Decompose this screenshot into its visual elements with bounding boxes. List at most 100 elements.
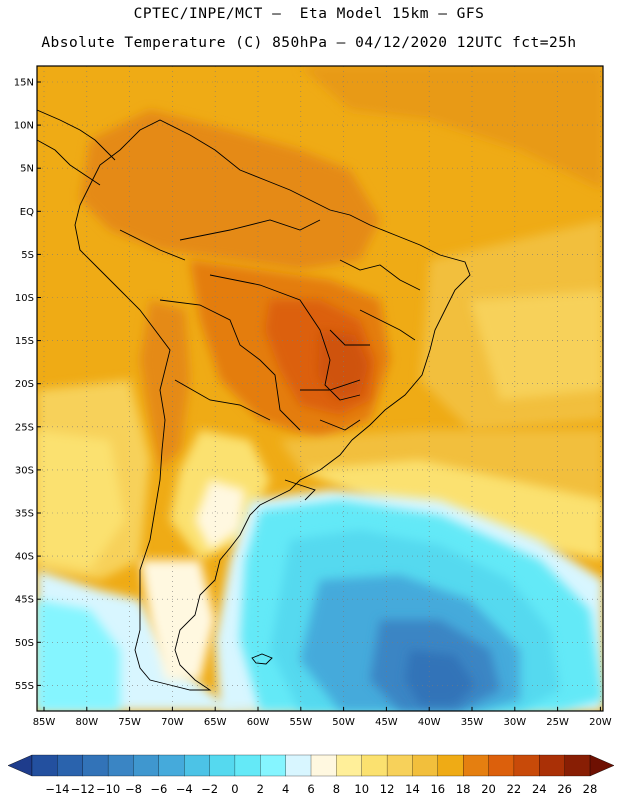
lat-label: 10N [14,121,34,132]
lat-label: EQ [20,207,34,218]
colorbar-box [488,754,515,777]
lon-label: 60W [247,717,270,728]
colorbar-label: −14 [45,782,69,796]
central-america-coast [37,109,116,186]
lon-label: 40W [418,717,441,728]
lat-label: 50S [15,638,34,649]
lon-label: 25W [546,717,569,728]
lon-label: 20W [589,717,612,728]
lon-label: 80W [75,717,98,728]
colorbar-box [513,754,540,777]
field-pacific-12 [37,430,125,570]
colorbar-box [463,754,489,777]
field-andes-20 [140,300,190,470]
lon-label: 30W [503,717,526,728]
chart-title-line-1: CPTEC/INPE/MCT – Eta Model 15km – GFS [133,6,485,22]
lon-label: 75W [118,717,141,728]
colorbar-box [361,754,388,777]
falklands [251,653,273,665]
colorbar-label: 20 [481,782,496,796]
lat-label: 15N [14,78,34,89]
chart-title-line-2: Absolute Temperature (C) 850hPa – 04/12/… [41,35,577,51]
lat-label: 20S [15,379,34,390]
colorbar-box [336,754,363,777]
colorbar-high-triangle [589,754,615,777]
field-atlantic-14 [470,290,603,400]
colorbar-label: −4 [176,782,193,796]
lon-label: 35W [461,717,484,728]
colorbar-label: 28 [583,782,598,796]
field-amazon-20 [80,110,380,270]
longitude-labels: 85W 80W 75W 70W 65W 60W 55W 50W 45W 40W 35W 30W 25W 2… [33,707,612,728]
colorbar-box [386,754,413,777]
colorbar-low-triangle [7,754,33,777]
colorbar-box [107,754,134,777]
colorbar-labels: −14 −12 −10 −8 −6 −4 −2 0 2 4 6 8 10 12 14 16 18 20 22 24 26… [45,782,597,796]
lat-label: 5N [20,164,34,175]
field-cold-neg10 [405,650,475,705]
lon-label: 85W [33,717,56,728]
colorbar-label: −6 [150,782,167,796]
colorbar-label: 8 [333,782,340,796]
colorbar-box [209,754,236,777]
brazil-border [179,219,361,401]
colorbar-box [539,754,566,777]
colorbar-label: 24 [532,782,547,796]
colorbar-box [234,754,261,777]
field-argentina-8 [195,480,245,550]
colorbar-label: −12 [71,782,95,796]
lat-label: 30S [15,465,34,476]
uruguay-coast [284,479,316,501]
colorbar-box [260,754,287,777]
lon-label: 65W [204,717,227,728]
andean-borders [119,229,301,431]
colorbar-label: 22 [507,782,522,796]
lat-label: 45S [15,595,34,606]
field-patagonia-8 [140,560,215,680]
colorbar-label: −10 [96,782,120,796]
lat-label: 5S [21,250,34,261]
colorbar-box [31,754,58,777]
lat-label: 10S [15,293,34,304]
colorbar-box [564,754,591,777]
south-america-coast [74,119,471,691]
lat-label: 35S [15,509,34,520]
colorbar-box [285,754,312,777]
colorbar-box [184,754,210,777]
lat-label: 40S [15,552,34,563]
lat-label: 55S [15,681,34,692]
colorbar-label: 12 [380,782,395,796]
colorbar-box [133,754,160,777]
colorbar-box [158,754,185,777]
lon-label: 50W [332,717,355,728]
colorbar-box [437,754,464,777]
temperature-field [37,66,603,711]
lon-label: 45W [375,717,398,728]
brazil-states [300,259,421,431]
colorbar-label: 2 [257,782,264,796]
lon-label: 55W [289,717,312,728]
colorbar-label: −2 [201,782,218,796]
field-pacific-4 [37,600,120,711]
coastlines [37,109,471,691]
lat-label: 25S [15,422,34,433]
colorbar-label: 18 [456,782,471,796]
colorbar-box [310,754,337,777]
colorbar-label: 6 [307,782,314,796]
field-core-24 [318,330,368,400]
lat-label: 15S [15,336,34,347]
colorbar-label: −8 [125,782,142,796]
colorbar-label: 10 [354,782,369,796]
colorbar-box [57,754,84,777]
colorbar-label: 4 [282,782,289,796]
colorbar-box [412,754,439,777]
colorbar-label: 14 [405,782,420,796]
lon-label: 70W [161,717,184,728]
colorbar-label: 16 [430,782,445,796]
latitude-labels: 15N 10N 5N EQ 5S 10S 15S 20S 25S 30S 35S 40S 45S 50S 5… [14,78,41,692]
map-frame [36,65,604,712]
colorbar [7,754,615,777]
field-atlantic-north [300,66,603,190]
colorbar-box [82,754,109,777]
